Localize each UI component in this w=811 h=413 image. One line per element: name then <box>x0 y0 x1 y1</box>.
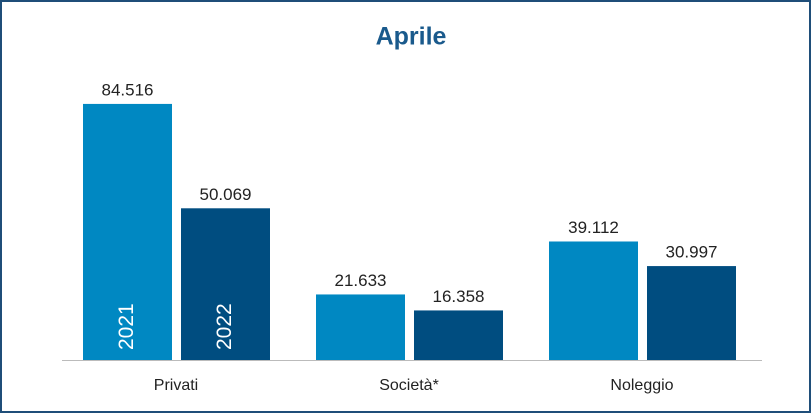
legend-label: 2021 <box>115 303 138 350</box>
bar <box>647 266 736 360</box>
x-tick-label: Privati <box>154 377 198 394</box>
value-label: 50.069 <box>200 185 252 204</box>
bar <box>549 241 638 360</box>
x-tick-label: Noleggio <box>610 377 673 394</box>
value-label: 39.112 <box>568 218 619 237</box>
bar <box>181 208 270 360</box>
value-label: 84.516 <box>102 80 154 99</box>
value-label: 21.633 <box>335 271 387 290</box>
value-label: 16.358 <box>433 287 485 306</box>
bar <box>83 103 172 361</box>
x-tick-label: Società* <box>379 377 439 394</box>
legend-label: 2022 <box>213 303 236 350</box>
chart-title: Aprile <box>376 23 447 51</box>
value-label: 30.997 <box>666 243 718 262</box>
bar <box>414 310 503 360</box>
bar <box>316 294 405 360</box>
